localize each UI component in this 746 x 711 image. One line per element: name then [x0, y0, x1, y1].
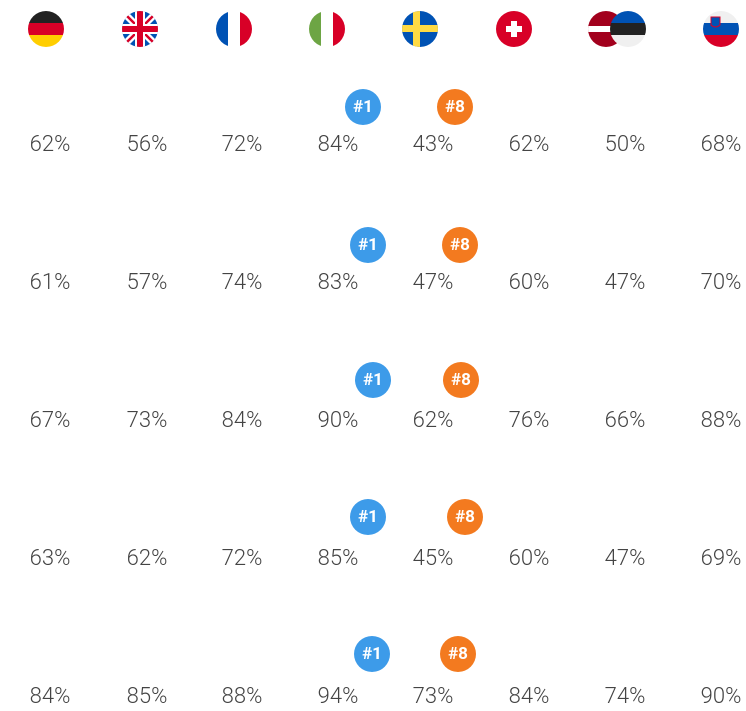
percent-value: 62% — [30, 132, 71, 157]
percent-value: 63% — [30, 546, 71, 571]
percent-value: 72% — [222, 132, 263, 157]
percent-value: 68% — [701, 132, 742, 157]
percent-value: 83% — [318, 270, 359, 295]
percent-value: 67% — [30, 408, 71, 433]
percent-value: 62% — [413, 408, 454, 433]
flag-switzerland — [496, 11, 532, 47]
rank-badge — [447, 499, 483, 535]
rank-badge-label: #8 — [451, 370, 471, 390]
rank-badge — [437, 89, 473, 125]
percent-value: 56% — [127, 132, 168, 157]
rank-badge-label: #1 — [362, 644, 382, 664]
rank-badge-label: #1 — [358, 507, 378, 527]
flag-italy — [309, 11, 345, 47]
percent-value: 94% — [318, 684, 359, 709]
percent-value: 43% — [413, 132, 454, 157]
rank-badge — [345, 89, 381, 125]
percent-value: 73% — [413, 684, 454, 709]
percent-value: 90% — [318, 408, 359, 433]
rank-badge-label: #1 — [358, 235, 378, 255]
rank-badge — [440, 636, 476, 672]
percent-value: 47% — [413, 270, 454, 295]
percent-value: 88% — [701, 408, 742, 433]
rank-badge-label: #8 — [450, 235, 470, 255]
percent-value: 85% — [318, 546, 359, 571]
percent-value: 88% — [222, 684, 263, 709]
percent-value: 61% — [30, 270, 71, 295]
percent-value: 62% — [509, 132, 550, 157]
rank-badge-label: #1 — [353, 97, 373, 117]
percent-value: 70% — [701, 270, 742, 295]
percent-value: 50% — [605, 132, 646, 157]
percent-value: 72% — [222, 546, 263, 571]
percent-value: 84% — [318, 132, 359, 157]
percent-value: 69% — [701, 546, 742, 571]
rank-badge-label: #8 — [445, 97, 465, 117]
rank-badge — [355, 362, 391, 398]
rank-badge-label: #8 — [455, 507, 475, 527]
rank-badge — [350, 499, 386, 535]
percent-value: 73% — [127, 408, 168, 433]
rank-badge — [350, 227, 386, 263]
percent-value: 66% — [605, 408, 646, 433]
flag-slovenia — [703, 11, 739, 47]
percent-value: 45% — [413, 546, 454, 571]
percent-value: 84% — [509, 684, 550, 709]
percent-value: 74% — [605, 684, 646, 709]
percent-value: 85% — [127, 684, 168, 709]
flag-uk — [122, 11, 158, 47]
percent-value: 84% — [222, 408, 263, 433]
percent-value: 90% — [701, 684, 742, 709]
percent-value: 57% — [127, 270, 168, 295]
flag-sweden — [402, 11, 438, 47]
percent-value: 47% — [605, 546, 646, 571]
percent-value: 74% — [222, 270, 263, 295]
percent-value: 60% — [509, 270, 550, 295]
flag-france — [216, 11, 252, 47]
rank-badge — [442, 227, 478, 263]
percent-value: 84% — [30, 684, 71, 709]
percent-value: 76% — [509, 408, 550, 433]
rank-badge — [354, 636, 390, 672]
percent-value: 47% — [605, 270, 646, 295]
percent-value: 60% — [509, 546, 550, 571]
rank-badge-label: #8 — [448, 644, 468, 664]
rank-badge-label: #1 — [363, 370, 383, 390]
flag-germany — [28, 11, 64, 47]
percent-value: 62% — [127, 546, 168, 571]
rank-badge — [443, 362, 479, 398]
flag-estonia — [610, 11, 646, 47]
